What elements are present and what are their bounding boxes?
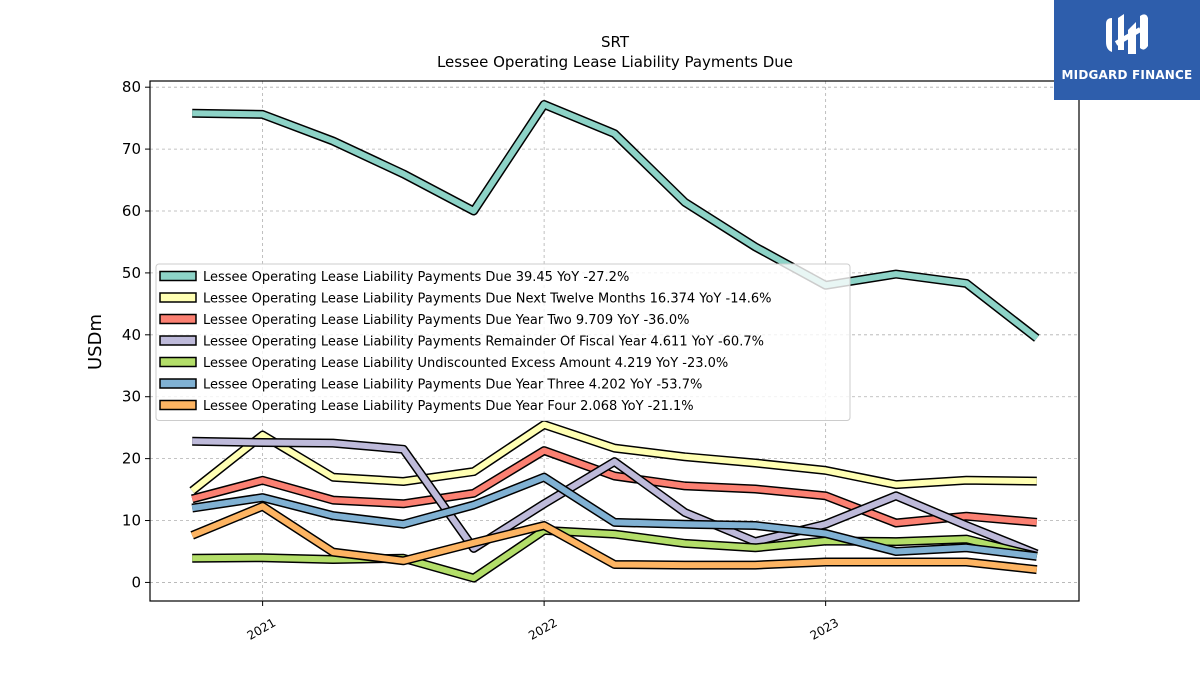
legend-entry: Lessee Operating Lease Liability Payment… <box>203 313 689 328</box>
y-axis-label: USDm <box>85 314 106 370</box>
y-tick-label: 10 <box>122 512 141 530</box>
legend-entry: Lessee Operating Lease Liability Payment… <box>203 292 772 307</box>
legend-swatch <box>159 313 197 325</box>
x-tick-label: 2021 <box>245 615 278 642</box>
legend-swatch <box>159 335 197 346</box>
y-tick-label: 0 <box>131 573 141 591</box>
legend-swatch <box>159 270 197 282</box>
legend: Lessee Operating Lease Liability Payment… <box>155 263 851 421</box>
y-tick-label: 40 <box>122 326 141 344</box>
y-tick-label: 30 <box>122 388 141 406</box>
brand-logo-icon <box>1106 14 1148 54</box>
series-lines <box>189 100 1040 583</box>
brand-logo-text: MIDGARD FINANCE <box>1061 68 1193 82</box>
plot-frame <box>149 80 1080 602</box>
legend-swatch <box>159 292 197 303</box>
legend-swatch <box>159 399 197 411</box>
y-tick-label: 70 <box>122 140 141 158</box>
legend-box <box>155 263 851 421</box>
legend-entry: Lessee Operating Lease Liability Payment… <box>203 270 629 285</box>
series-line <box>191 447 1038 526</box>
y-tick-label: 20 <box>122 450 141 468</box>
series-line <box>190 421 1037 494</box>
legend-entry: Lessee Operating Lease Liability Payment… <box>203 378 702 393</box>
legend-entry: Lessee Operating Lease Liability Payment… <box>203 335 764 350</box>
series-line <box>191 474 1038 560</box>
chart-subtitle: Lessee Operating Lease Liability Payment… <box>437 53 793 71</box>
y-tick-label: 80 <box>122 78 141 96</box>
chart-title: SRT <box>601 33 630 51</box>
series-line <box>192 527 1038 582</box>
x-tick-label: 2022 <box>526 615 559 642</box>
legend-entry: Lessee Operating Lease Liability Undisco… <box>203 356 728 371</box>
series-line <box>192 438 1038 557</box>
y-tick-label: 60 <box>122 202 141 220</box>
x-tick-label: 2023 <box>808 615 841 642</box>
brand-logo: MIDGARD FINANCE <box>1054 0 1200 100</box>
legend-swatch <box>159 378 197 389</box>
y-tick-label: 50 <box>122 264 141 282</box>
legend-entry: Lessee Operating Lease Liability Payment… <box>203 399 694 414</box>
series-line <box>191 503 1038 573</box>
legend-swatch <box>159 356 197 368</box>
series-line <box>192 101 1039 341</box>
